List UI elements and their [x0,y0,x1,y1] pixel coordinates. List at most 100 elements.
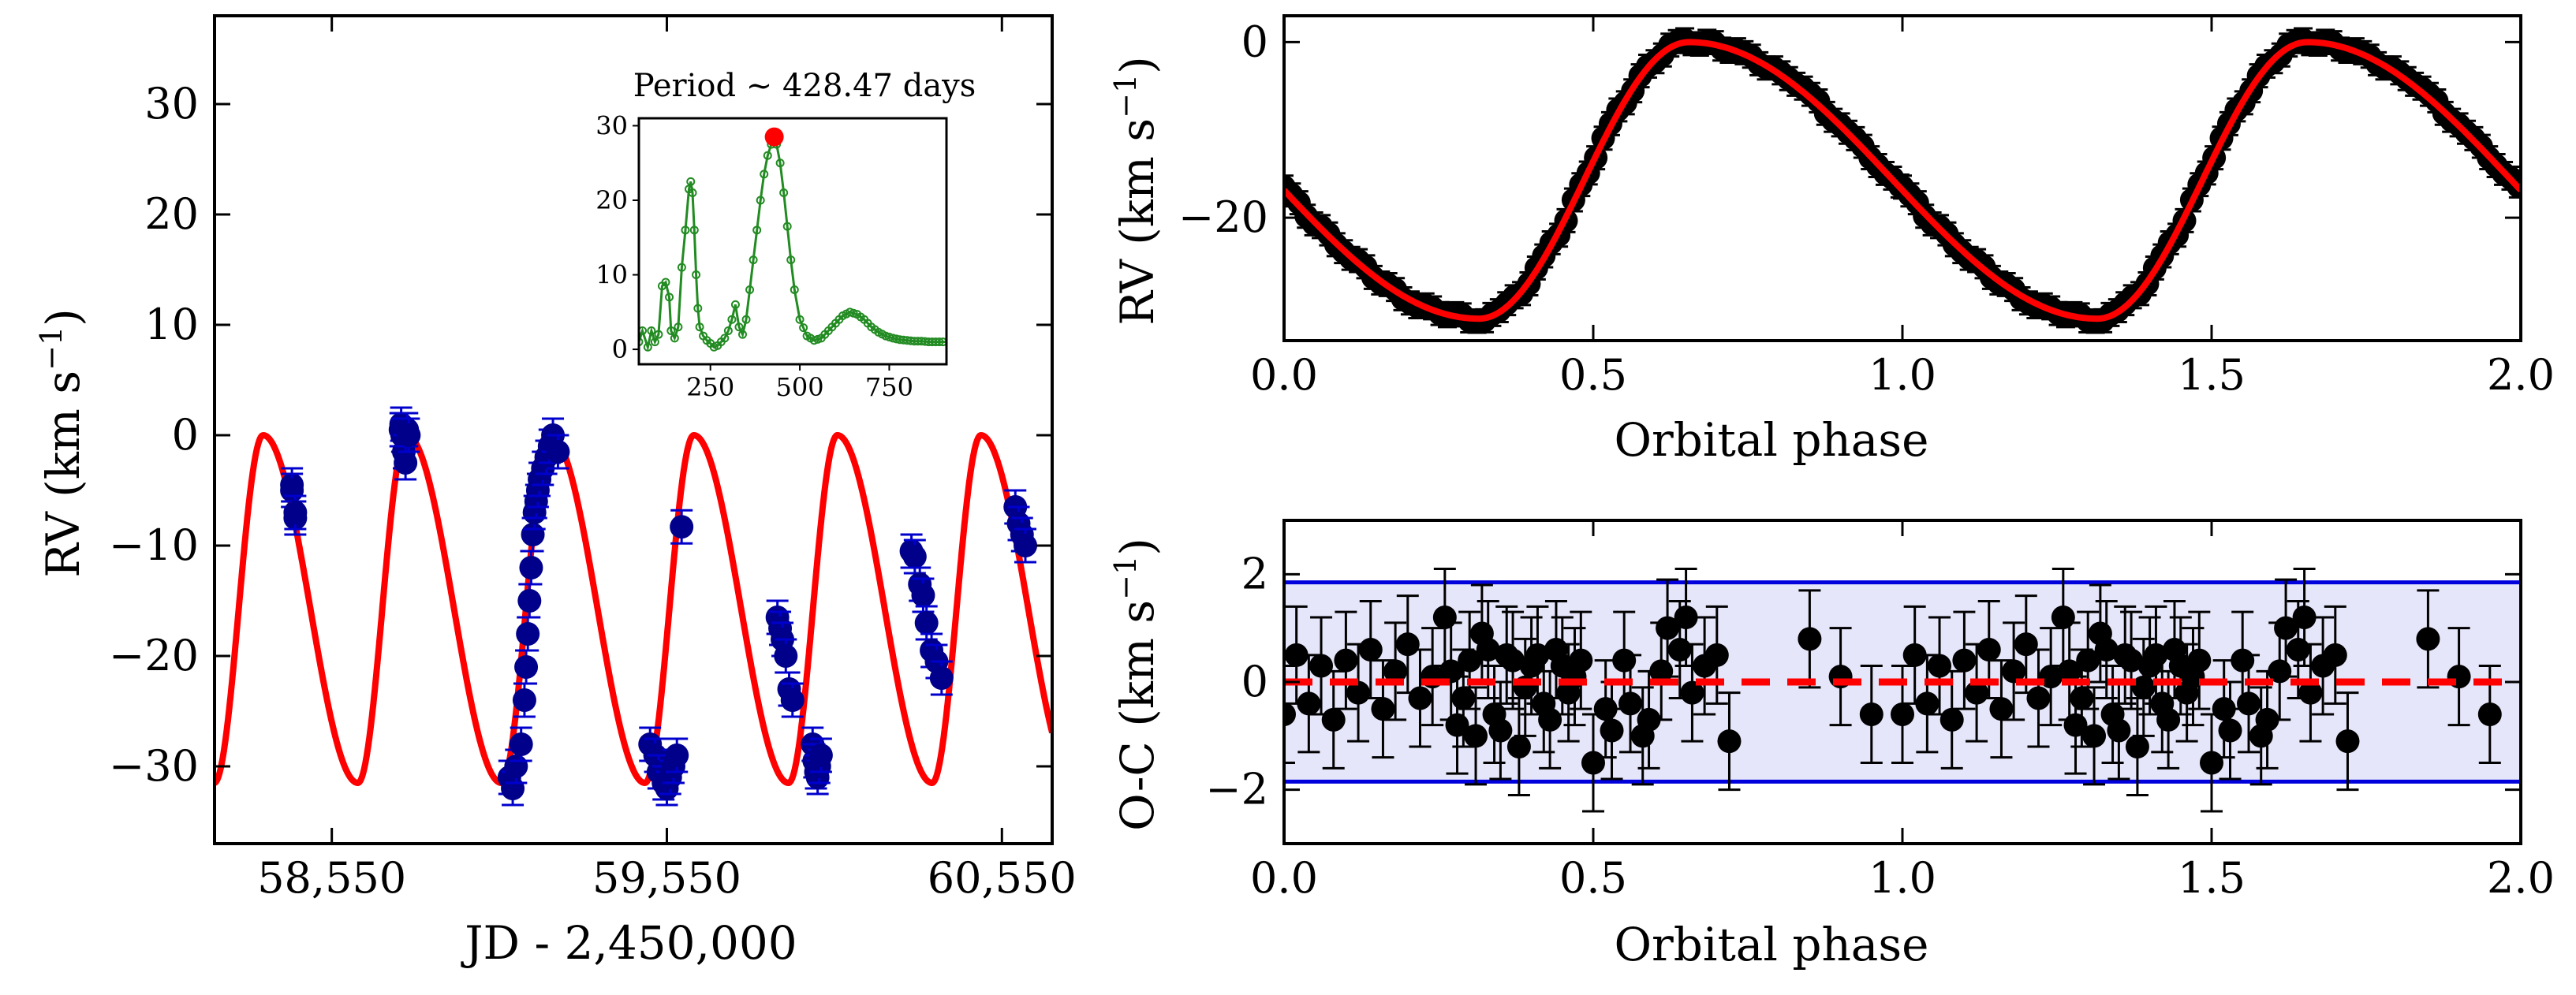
residual-data-point [1928,654,1952,678]
residual-data-point [1891,702,1914,726]
residual-data-point [1717,729,1742,754]
residual-data-point [2323,643,2347,667]
residual-data-point [1618,691,1643,716]
y-tick-label: −10 [109,520,199,570]
residuals-panel: 0.0 0.5 1.0 1.5 2.0 −2 0 2 Orbital phase O-C (k… [1108,519,2555,971]
x-tick-label: 60,550 [928,853,1077,903]
y-tick-label: −30 [109,741,199,791]
residual-data-point [2039,665,2063,689]
periodogram-point [795,315,805,324]
residual-data-point [2094,638,2119,661]
periodogram-y-tick-label: 30 [595,110,628,140]
residual-data-point [2156,707,2181,732]
periodogram-point [720,334,730,343]
periodogram-point [799,323,808,333]
periodogram-point [666,326,676,335]
residual-data-point [2286,638,2310,661]
periodogram-point [727,315,737,324]
periodogram-point [692,270,701,280]
rv-data-point [780,688,805,712]
periodogram-y-tick-label: 0 [612,334,628,364]
periodogram-point [670,334,679,343]
x-tick-label: 0.5 [1559,350,1627,400]
residual-data-point [1581,751,1605,775]
periodogram-point [661,278,670,287]
periodogram-point [674,322,683,332]
periodogram-background [639,118,946,364]
residual-data-point [2477,702,2502,726]
residual-data-point [2416,627,2440,651]
x-tick-label: 1.5 [2178,350,2246,400]
residual-data-point [1334,648,1358,673]
rv-data-point [911,583,935,607]
x-tick-label: 2.0 [2487,350,2555,400]
periodogram-point [647,326,656,335]
rv-data-point [512,688,536,712]
rv-data-point [521,523,545,546]
rv-data-point [665,743,689,767]
periodogram-point [681,225,690,235]
residuals-y-axis-label: O-C (km s−1) [1108,538,1164,831]
periodogram-y-tick-label: 10 [595,260,628,290]
residual-data-point [1525,643,1550,667]
residual-data-point [2070,686,2094,710]
periodogram-inset: 250 500 750 0 10 20 30 Period ~ 428.47 days [595,68,976,402]
residual-data-point [1649,659,1674,684]
y-tick-label: 2 [1241,549,1268,598]
y-tick-label: −2 [1205,765,1268,814]
periodogram-point [677,263,686,272]
residual-data-point [1704,643,1729,667]
residual-data-point [1630,724,1655,748]
residual-data-point [1593,697,1618,721]
periodogram-ticks: 250 500 750 0 10 20 30 [595,110,913,402]
residual-data-point [2144,643,2168,667]
rv-data-point [914,611,939,635]
periodogram-point [760,170,769,179]
rv-data-point [283,501,308,524]
residual-data-point [1476,638,1500,661]
y-tick-label: 0 [1241,17,1268,66]
residual-data-point [1464,724,1488,748]
periodogram-x-tick-label: 750 [865,372,913,402]
residual-data-point [1600,718,1624,743]
rv-data-point [546,440,570,464]
residual-data-point [1538,707,1562,732]
residual-data-point [2268,659,2292,684]
residual-data-point [1284,643,1309,667]
periodogram-point [734,322,744,332]
residual-data-point [1977,638,2001,661]
periodogram-point [786,255,796,265]
residuals-clip-group [1284,568,2521,813]
periodogram-point [650,337,659,347]
rv-data-point [509,732,533,756]
residual-data-point [2335,729,2360,754]
residual-data-point [2057,659,2081,684]
plot-frame [213,14,1054,845]
periodogram-point [686,177,696,186]
rv-data-point [929,666,954,690]
periodogram-point [693,304,703,313]
periodogram-point [688,188,697,198]
periodogram-point [745,285,755,294]
residual-data-point [1383,659,1408,684]
residual-data-point [2082,724,2107,748]
x-tick-label: 1.0 [1869,350,1936,400]
residual-data-point [1798,627,1822,651]
periodogram-point [665,293,674,302]
residual-data-point [2237,691,2261,716]
x-tick-label: 59,550 [592,853,741,903]
y-tick-label: 0 [1241,657,1268,706]
rv-data-point [808,743,833,767]
rv-time-plot-area [213,14,1054,845]
rv-data-point [1014,534,1038,557]
residual-data-point [2125,735,2149,758]
periodogram-point [756,196,765,205]
residual-data-point [2051,606,2075,629]
periodogram-point [689,225,699,235]
periodogram-x-tick-label: 250 [686,372,734,402]
periodogram-point [654,330,663,339]
rv-phase-panel: 0.0 0.5 1.0 1.5 2.0 −20 0 Orbital phase RV (km… [1108,14,2555,467]
rv-phase-y-axis-label: RV (km s−1) [1108,56,1164,326]
periodogram-y-tick-label: 20 [595,185,628,215]
